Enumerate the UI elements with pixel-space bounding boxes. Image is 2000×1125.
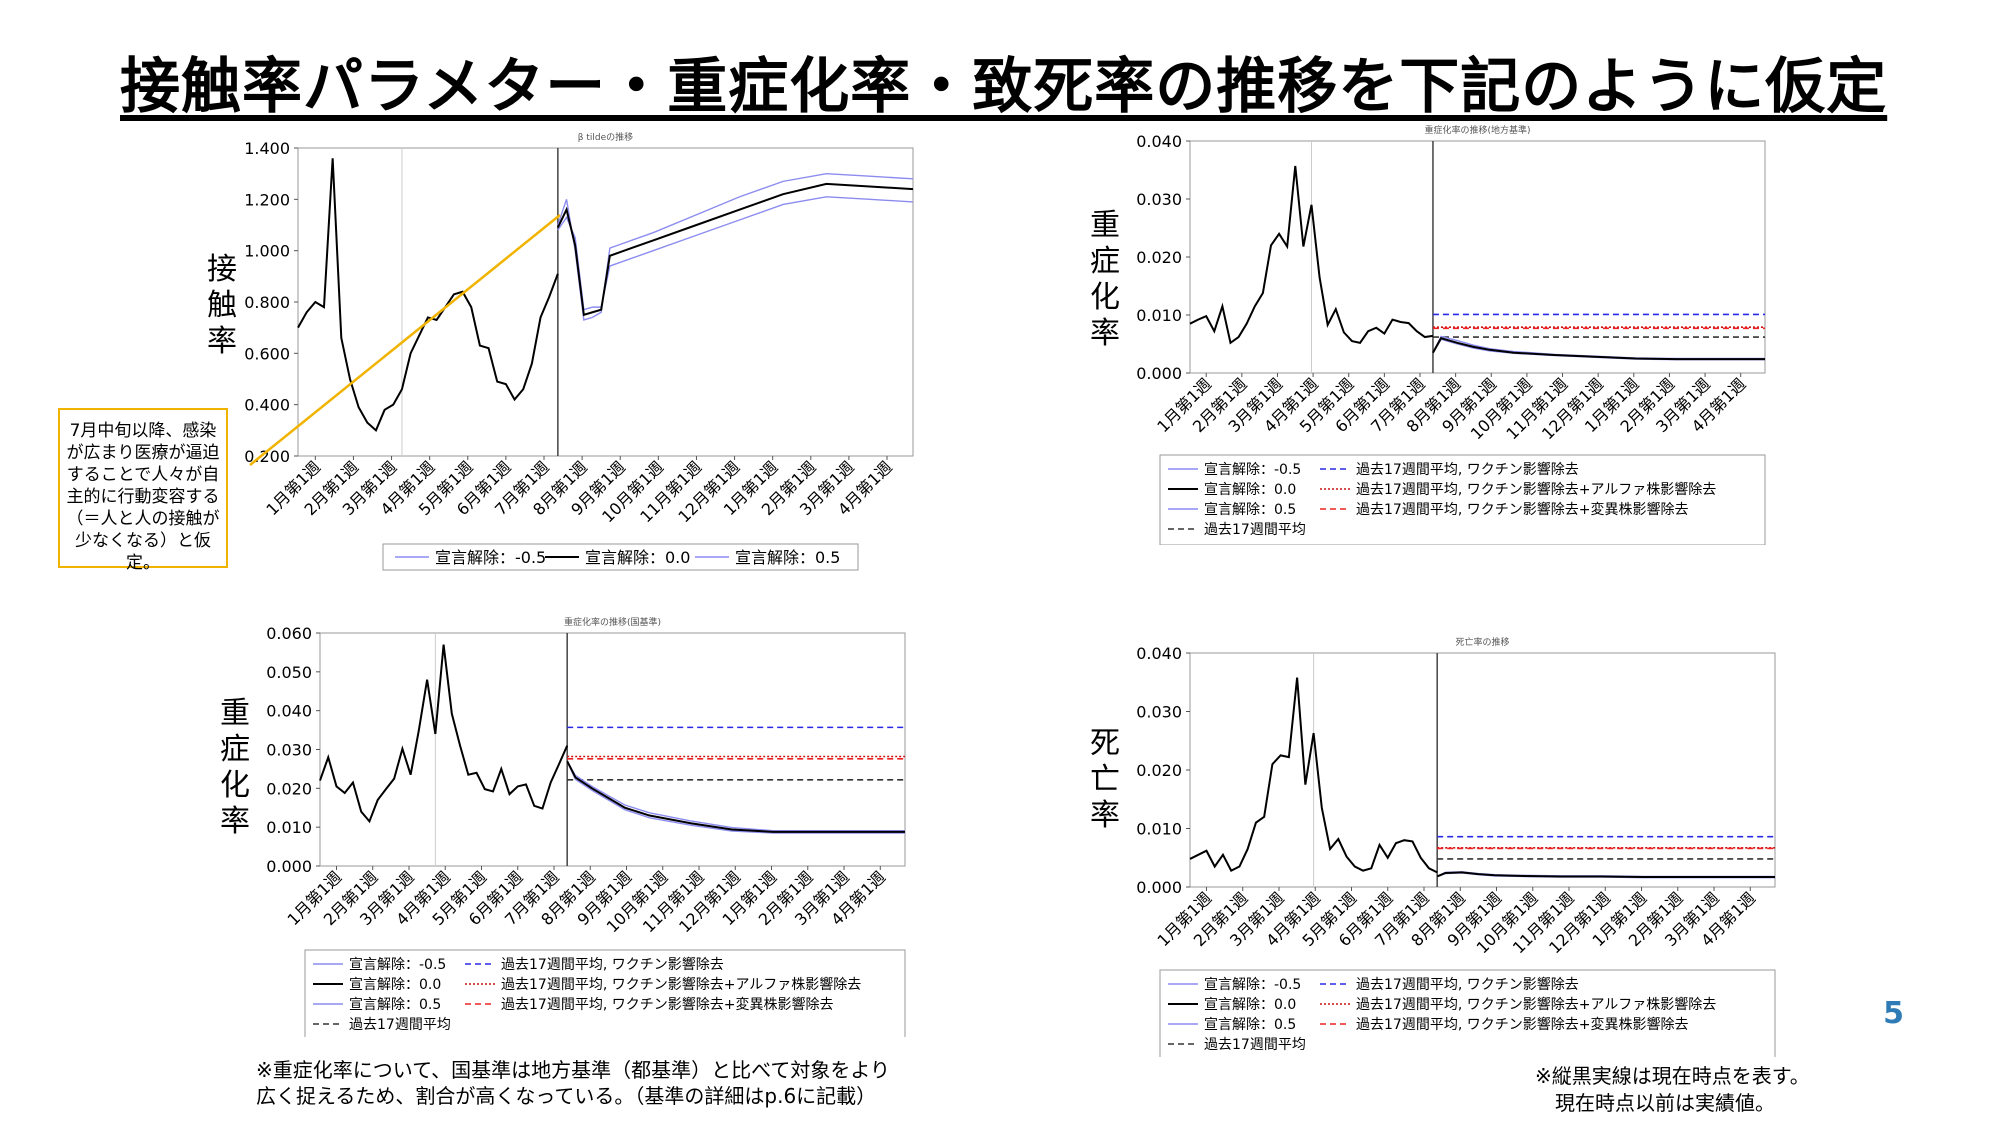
y-tick-label: 0.020 <box>1136 761 1182 780</box>
legend-box <box>382 543 859 571</box>
y-tick-label: 0.800 <box>244 293 290 312</box>
y-tick-label: 0.000 <box>1136 364 1182 383</box>
chart-severe-national: 重症化率の推移(国基準) 0.000 0.010 0.020 0.030 0.040 0.0… <box>266 617 906 1037</box>
y-tick-label: 1.000 <box>244 242 290 261</box>
slide-title: 接触率パラメター・重症化率・致死率の推移を下記のように仮定 <box>120 52 1888 122</box>
y-tick-label: 0.600 <box>244 344 290 363</box>
legend-label-zero: 宣言解除：0.0 <box>1204 482 1296 498</box>
legend-label-m05: 宣言解除：-0.5 <box>435 548 546 567</box>
y-tick-label: 0.000 <box>266 857 312 876</box>
legend-box <box>304 949 906 1037</box>
legend-label-m05: 宣言解除：-0.5 <box>1204 462 1301 478</box>
chart-death-rate: 死亡率の推移0.0000.0100.0200.0300.0401月第1週2月第1… <box>1136 637 1776 1057</box>
legend-label-avg: 過去17週間平均 <box>1204 522 1306 538</box>
legend-label-zero: 宣言解除：0.0 <box>349 977 441 993</box>
legend-label-avg_vacc: 過去17週間平均, ワクチン影響除去 <box>1356 461 1579 478</box>
y-tick-label: 0.020 <box>266 779 312 798</box>
note-now-line-2: 現在時点以前は実績値。 <box>1555 1091 1775 1115</box>
legend-label-avg_vacc: 過去17週間平均, ワクチン影響除去 <box>501 956 724 973</box>
chart-title: β tildeの推移 <box>578 132 633 143</box>
historical-series <box>1189 165 1434 345</box>
legend-box <box>1159 969 1776 1057</box>
legend-label-zero: 宣言解除：0.0 <box>585 548 690 567</box>
historical-series <box>1189 677 1438 874</box>
historical-series <box>319 644 569 824</box>
plot-frame <box>1189 140 1766 374</box>
note-severity-2: 広く捉えるため、割合が高くなっている。（基準の詳細はp.6に記載） <box>256 1084 877 1108</box>
note-now-line-1: ※縦黒実線は現在時点を表す。 <box>1535 1064 1810 1088</box>
chart-title: 死亡率の推移 <box>1455 637 1509 648</box>
y-tick-label: 0.060 <box>266 624 312 643</box>
y-tick-label: 1.200 <box>244 190 290 209</box>
y-tick-label: 0.050 <box>266 663 312 682</box>
y-tick-label: 0.020 <box>1136 248 1182 267</box>
legend-label-avg: 過去17週間平均 <box>1204 1037 1306 1053</box>
y-tick-label: 0.040 <box>266 702 312 721</box>
legend-box <box>1159 454 1766 545</box>
legend-label-p05: 宣言解除：0.5 <box>1204 502 1296 518</box>
y-tick-label: 0.040 <box>1136 644 1182 663</box>
legend-label-avg_vacc_variant: 過去17週間平均, ワクチン影響除去+変異株影響除去 <box>501 996 833 1013</box>
callout-line <box>249 214 561 466</box>
y-tick-label: 0.000 <box>1136 878 1182 897</box>
legend-label-p05: 宣言解除：0.5 <box>349 997 441 1013</box>
legend-label-avg_vacc: 過去17週間平均, ワクチン影響除去 <box>1356 976 1579 993</box>
chart-title: 重症化率の推移(地方基準) <box>1424 125 1530 136</box>
series-zero <box>556 182 914 317</box>
ylabel-death: 死亡率 <box>1090 726 1120 833</box>
note-severity-1: ※重症化率について、国基準は地方基準（都基準）と比べて対象をより <box>256 1058 890 1082</box>
series-zero <box>1436 871 1775 879</box>
callout-box: 7月中旬以降、感染が広まり医療が逼迫することで人々が自主的に行動変容する（＝人と… <box>58 408 228 573</box>
series-m05 <box>566 760 905 832</box>
legend-label-avg: 過去17週間平均 <box>349 1017 451 1033</box>
ylabel-severe-local: 重症化率 <box>1090 208 1120 351</box>
legend-label-avg_vacc_alpha: 過去17週間平均, ワクチン影響除去+アルファ株影響除去 <box>501 976 861 993</box>
series-zero <box>566 760 905 833</box>
legend-label-m05: 宣言解除：-0.5 <box>349 957 446 973</box>
y-tick-label: 0.030 <box>266 741 312 760</box>
chart-contact-rate: β tildeの推移0.2000.4000.6000.8001.0001.200… <box>244 132 914 571</box>
plot-frame <box>319 632 906 867</box>
series-zero <box>1432 337 1765 361</box>
legend-label-p05: 宣言解除：0.5 <box>1204 1017 1296 1033</box>
historical-series <box>297 158 559 433</box>
legend-label-avg_vacc_variant: 過去17週間平均, ワクチン影響除去+変異株影響除去 <box>1356 1016 1688 1033</box>
chart-severe-local: 重症化率の推移(地方基準)0.0000.0100.0200.0300.0401月… <box>1136 125 1766 545</box>
legend-label-avg_vacc_variant: 過去17週間平均, ワクチン影響除去+変異株影響除去 <box>1356 501 1688 518</box>
y-tick-label: 0.040 <box>1136 132 1182 151</box>
legend-label-zero: 宣言解除：0.0 <box>1204 997 1296 1013</box>
y-tick-label: 0.030 <box>1136 703 1182 722</box>
legend-label-avg_vacc_alpha: 過去17週間平均, ワクチン影響除去+アルファ株影響除去 <box>1356 481 1716 498</box>
y-tick-label: 1.400 <box>244 139 290 158</box>
y-tick-label: 0.010 <box>266 818 312 837</box>
series-p05 <box>566 760 905 834</box>
y-tick-label: 0.030 <box>1136 190 1182 209</box>
y-tick-label: 0.010 <box>1136 820 1182 839</box>
y-tick-label: 0.400 <box>244 396 290 415</box>
ylabel-severe-national: 重症化率 <box>220 696 250 839</box>
page-number: 5 <box>1883 996 1904 1031</box>
legend-label-avg_vacc_alpha: 過去17週間平均, ワクチン影響除去+アルファ株影響除去 <box>1356 996 1716 1013</box>
legend-label-m05: 宣言解除：-0.5 <box>1204 977 1301 993</box>
y-tick-label: 0.010 <box>1136 306 1182 325</box>
legend-label-p05: 宣言解除：0.5 <box>735 548 840 567</box>
ylabel-contact: 接触率 <box>207 252 237 359</box>
chart-title: 重症化率の推移(国基準) <box>564 617 661 628</box>
